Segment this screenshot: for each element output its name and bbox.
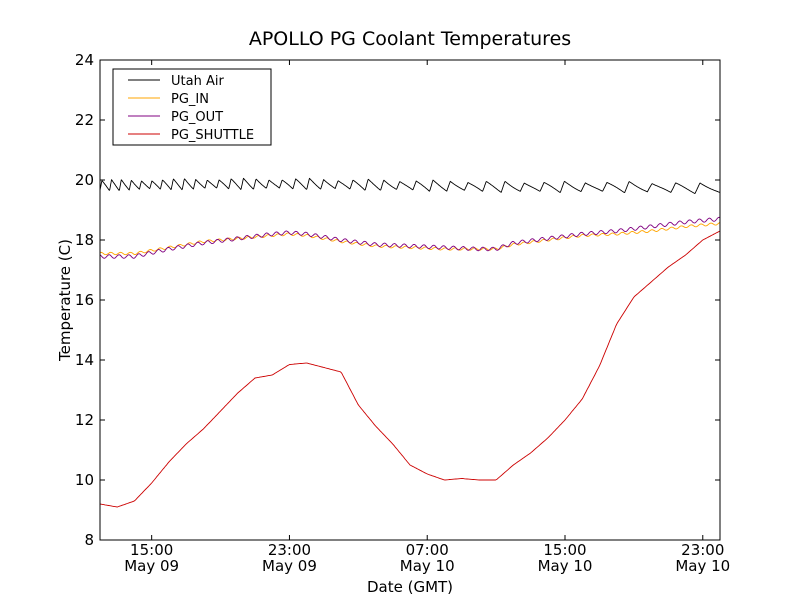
- x-tick-label-time: 15:00: [543, 541, 586, 559]
- y-tick-label: 12: [75, 411, 94, 429]
- y-tick-label: 10: [75, 471, 94, 489]
- y-tick-label: 20: [75, 171, 94, 189]
- y-tick-label: 24: [75, 51, 94, 69]
- x-tick-label-time: 23:00: [681, 541, 724, 559]
- y-tick-label: 18: [75, 231, 94, 249]
- legend-box: [112, 68, 272, 146]
- x-tick-label-time: 07:00: [406, 541, 449, 559]
- x-axis-label: Date (GMT): [367, 578, 453, 596]
- x-tick-label-date: May 09: [262, 557, 317, 575]
- series-line-pg-out: [99, 216, 721, 259]
- series-layer: [99, 177, 721, 508]
- series-line-pg-in: [99, 222, 721, 256]
- x-tick-label-date: May 10: [538, 557, 593, 575]
- x-tick-label-date: May 10: [675, 557, 730, 575]
- legend-label-pg-shuttle: PG_SHUTTLE: [171, 128, 254, 143]
- y-tick-label: 8: [84, 531, 94, 549]
- y-axis-label: Temperature (C): [56, 239, 74, 362]
- series-line-utah-air: [99, 177, 721, 194]
- legend-label-utah-air: Utah Air: [171, 74, 224, 89]
- x-tick-label-date: May 09: [124, 557, 179, 575]
- legend-label-pg-out: PG_OUT: [171, 110, 223, 125]
- chart-title: APOLLO PG Coolant Temperatures: [249, 28, 571, 50]
- x-tick-label-time: 15:00: [130, 541, 173, 559]
- legend-label-pg-in: PG_IN: [171, 92, 209, 107]
- y-tick-label: 14: [75, 351, 94, 369]
- x-tick-label-date: May 10: [400, 557, 455, 575]
- legend: Utah Air PG_IN PG_OUT PG_SHUTTLE: [112, 68, 272, 146]
- y-tick-label: 16: [75, 291, 94, 309]
- y-tick-label: 22: [75, 111, 94, 129]
- series-line-pg-shuttle: [99, 230, 721, 508]
- x-tick-label-time: 23:00: [268, 541, 311, 559]
